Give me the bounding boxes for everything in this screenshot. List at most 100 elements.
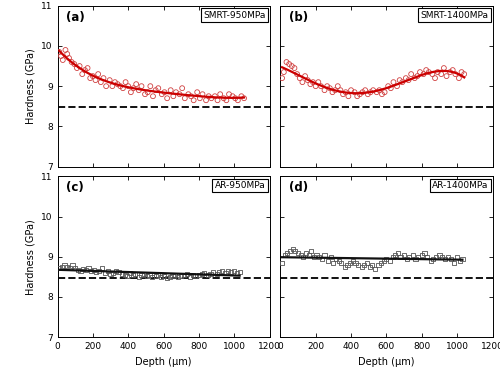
Point xyxy=(98,265,106,271)
Point xyxy=(78,71,86,77)
Point xyxy=(94,71,102,77)
Point xyxy=(384,83,392,89)
Point xyxy=(292,248,300,254)
Point xyxy=(344,93,352,99)
Point xyxy=(320,252,328,258)
Point xyxy=(92,269,100,275)
Point xyxy=(202,97,210,103)
Point xyxy=(158,91,166,97)
Point xyxy=(323,83,331,89)
Y-axis label: Hardness (GPa): Hardness (GPa) xyxy=(26,48,36,124)
Text: AR-1400MPa: AR-1400MPa xyxy=(432,181,488,190)
Point xyxy=(124,273,132,279)
Point xyxy=(412,256,420,262)
Point xyxy=(452,71,460,77)
Point xyxy=(130,85,138,91)
Point xyxy=(372,89,380,95)
Point xyxy=(209,269,217,275)
Point xyxy=(192,273,200,279)
Point xyxy=(280,252,288,258)
Point xyxy=(204,93,212,99)
Point xyxy=(138,272,145,278)
Point xyxy=(282,59,290,65)
Point xyxy=(143,273,151,279)
Point xyxy=(84,265,92,271)
Point xyxy=(127,89,135,95)
Point xyxy=(324,258,332,264)
Point xyxy=(71,265,79,271)
Text: (d): (d) xyxy=(289,181,308,194)
Point xyxy=(312,252,320,258)
Point xyxy=(446,69,454,75)
Point xyxy=(157,274,165,280)
Point xyxy=(166,87,174,93)
Point xyxy=(149,93,157,99)
Point xyxy=(168,273,176,279)
Point xyxy=(200,270,208,276)
Point xyxy=(304,77,312,83)
Point xyxy=(118,271,126,277)
Point xyxy=(278,75,286,81)
Point xyxy=(216,269,224,275)
Point xyxy=(73,65,81,71)
Point xyxy=(300,254,308,260)
Point xyxy=(106,271,114,277)
Point xyxy=(426,258,434,264)
Point xyxy=(378,91,386,97)
Point xyxy=(218,268,226,274)
Point xyxy=(128,272,136,278)
Point xyxy=(234,97,242,103)
Point xyxy=(294,250,302,256)
Point xyxy=(92,77,100,83)
Point xyxy=(304,252,312,258)
Point xyxy=(152,87,160,93)
Point xyxy=(382,256,390,262)
Point xyxy=(331,87,339,93)
Point xyxy=(456,258,464,264)
Point xyxy=(285,61,293,67)
Point xyxy=(278,260,286,266)
Point xyxy=(220,95,228,101)
Point xyxy=(288,246,296,252)
Point xyxy=(371,266,379,272)
Point xyxy=(57,53,65,59)
Point xyxy=(89,73,97,79)
Point xyxy=(410,75,418,81)
Point xyxy=(418,252,426,258)
Point xyxy=(315,254,323,260)
Point xyxy=(414,73,422,79)
Point xyxy=(63,264,71,270)
Point xyxy=(160,89,168,95)
Point xyxy=(441,256,449,262)
Point xyxy=(428,71,436,77)
Point xyxy=(224,268,232,274)
Point xyxy=(119,85,127,91)
Point xyxy=(135,87,143,93)
Point xyxy=(120,272,128,278)
Point xyxy=(286,248,294,254)
Point xyxy=(420,250,428,256)
Point xyxy=(56,264,64,271)
Point xyxy=(154,85,162,91)
Point xyxy=(163,275,171,281)
Point xyxy=(70,61,78,67)
Point xyxy=(144,89,152,95)
Point xyxy=(196,95,204,101)
Point xyxy=(141,91,149,97)
Point xyxy=(358,264,366,270)
Point xyxy=(86,75,94,81)
Point xyxy=(360,262,368,268)
Text: (c): (c) xyxy=(66,181,84,194)
Point xyxy=(436,252,444,258)
Point xyxy=(97,79,105,85)
Point xyxy=(391,252,399,258)
Point xyxy=(404,77,412,83)
Point xyxy=(216,91,224,97)
Point xyxy=(318,256,326,262)
Point xyxy=(341,264,349,270)
Point xyxy=(186,274,194,280)
Text: (a): (a) xyxy=(66,11,84,24)
Point xyxy=(336,87,344,93)
Point xyxy=(290,65,298,71)
Point xyxy=(214,97,222,103)
